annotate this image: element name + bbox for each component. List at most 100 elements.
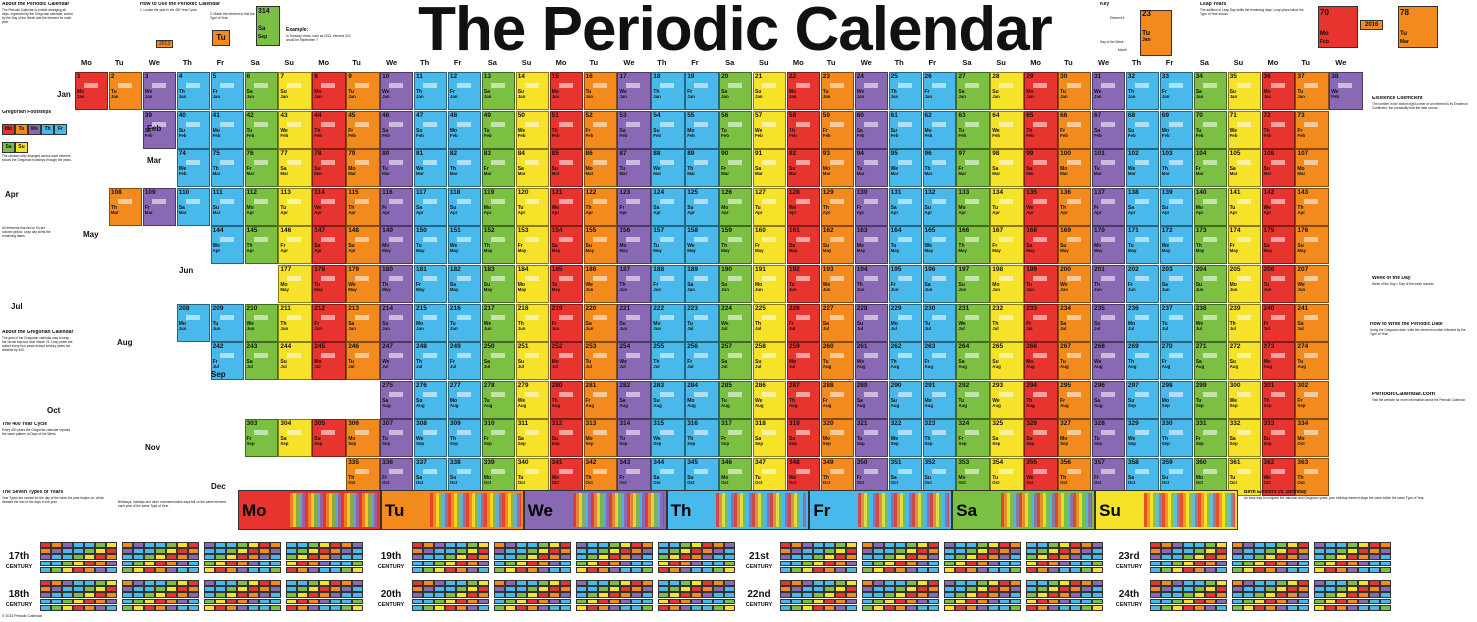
element-cell[interactable]: 325 Sa Sep [990, 419, 1024, 458]
element-cell[interactable]: 130 Fr Apr [854, 187, 889, 226]
element-cell[interactable]: 290 Su Aug [888, 380, 922, 419]
element-cell[interactable]: 3 We Jan [142, 72, 177, 110]
element-cell[interactable]: 83 Fr Mar [481, 149, 516, 188]
element-cell[interactable]: 104 Fr Mar [1193, 149, 1228, 188]
element-cell[interactable]: 329 We Sep [1125, 419, 1160, 458]
element-cell[interactable]: 212 Fr Jun [312, 303, 346, 342]
element-cell[interactable]: 63 Tu Feb [956, 110, 990, 149]
element-cell[interactable]: 167 Fr May [990, 226, 1024, 265]
element-cell[interactable]: 327 Mo Sep [1058, 419, 1092, 458]
element-cell[interactable]: 342 Th Oct [583, 458, 617, 496]
element-cell[interactable]: 215 Mo Jun [414, 303, 448, 342]
element-cell[interactable]: 271 Sa Aug [1193, 342, 1228, 381]
element-cell[interactable]: 273 Mo Aug [1261, 342, 1295, 381]
element-cell[interactable]: 302 Fr Sep [1295, 380, 1329, 419]
element-cell[interactable]: 108 Th Mar [108, 187, 143, 226]
element-cell[interactable]: 279 We Aug [515, 380, 550, 419]
element-cell[interactable]: 139 Su Apr [1159, 187, 1194, 226]
element-cell[interactable]: 50 We Feb [515, 110, 550, 149]
element-cell[interactable]: 117 Sa Apr [414, 187, 448, 226]
element-cell[interactable]: 264 Sa Aug [956, 342, 990, 381]
element-cell[interactable]: 303 Fr Sep [244, 419, 278, 458]
element-cell[interactable]: 116 Fr Apr [380, 187, 414, 226]
element-cell[interactable]: 204 Su Jun [1193, 265, 1228, 303]
element-cell[interactable]: 164 Tu May [888, 226, 922, 265]
element-cell[interactable]: 343 Fr Oct [617, 458, 651, 496]
element-cell[interactable]: 31 We Jan [1092, 72, 1126, 110]
element-cell[interactable]: 13 Sa Jan [481, 72, 516, 110]
element-cell[interactable]: 308 We Sep [414, 419, 448, 458]
element-cell[interactable]: 306 Mo Sep [346, 419, 380, 458]
element-cell[interactable]: 59 Fr Feb [820, 110, 855, 149]
element-cell[interactable]: 356 Th Oct [1058, 458, 1092, 496]
element-cell[interactable]: 283 Su Aug [651, 380, 685, 419]
element-cell[interactable]: 77 Sa Mar [278, 149, 312, 188]
element-cell[interactable]: 146 Fr Apr [278, 226, 312, 265]
element-cell[interactable]: 95 We Mar [888, 149, 922, 188]
year-type-segment[interactable]: Fr [809, 490, 953, 530]
element-cell[interactable]: 318 Sa Sep [753, 419, 787, 458]
element-cell[interactable]: 341 We Oct [549, 458, 583, 496]
element-cell[interactable]: 41 Mo Feb [210, 110, 244, 149]
element-cell[interactable]: 93 Mo Mar [820, 149, 855, 188]
element-cell[interactable]: 289 Sa Aug [854, 380, 889, 419]
element-cell[interactable]: 179 We May [346, 265, 380, 303]
element-cell[interactable]: 138 Sa Apr [1125, 187, 1160, 226]
element-cell[interactable]: 28 Su Jan [990, 72, 1024, 110]
element-cell[interactable]: 352 Su Oct [922, 458, 956, 496]
element-cell[interactable]: 17 We Jan [617, 72, 651, 110]
element-cell[interactable]: 49 Tu Feb [481, 110, 516, 149]
element-cell[interactable]: 65 Th Feb [1024, 110, 1058, 149]
element-cell[interactable]: 206 Tu Jun [1261, 265, 1295, 303]
element-cell[interactable]: 131 Sa Apr [888, 187, 922, 226]
element-cell[interactable]: 80 Tu Mar [380, 149, 414, 188]
element-cell[interactable]: 175 Sa May [1261, 226, 1295, 265]
element-cell[interactable]: 111 Su Mar [210, 187, 244, 226]
element-cell[interactable]: 33 Fr Jan [1159, 72, 1194, 110]
element-cell[interactable]: 60 Sa Feb [854, 110, 889, 149]
element-cell[interactable]: 260 Tu Aug [820, 342, 855, 381]
url-link[interactable]: PeriodicCalendar.com [1372, 392, 1436, 397]
element-cell[interactable]: 255 Th Jul [651, 342, 685, 381]
element-cell[interactable]: 195 Fr Jun [888, 265, 922, 303]
element-cell[interactable]: 7 Su Jan [278, 72, 312, 110]
element-cell[interactable]: 270 Fr Aug [1159, 342, 1194, 381]
element-cell[interactable]: 75 Th Mar [210, 149, 244, 188]
element-cell[interactable]: 275 Sa Aug [380, 380, 414, 419]
element-cell[interactable]: 74 We Feb [176, 149, 211, 188]
element-cell[interactable]: 197 Su Jun [956, 265, 990, 303]
element-cell[interactable]: 48 Mo Feb [447, 110, 482, 149]
element-cell[interactable]: 184 Mo May [515, 265, 550, 303]
element-cell[interactable]: 239 Th Jul [1227, 303, 1261, 342]
element-cell[interactable]: 6 Sa Jan [244, 72, 278, 110]
element-cell[interactable]: 251 Su Jul [515, 342, 550, 381]
element-cell[interactable]: 76 Fr Mar [244, 149, 278, 188]
element-cell[interactable]: 51 Th Feb [549, 110, 583, 149]
element-cell[interactable]: 141 Tu Apr [1227, 187, 1261, 226]
element-cell[interactable]: 22 Mo Jan [786, 72, 821, 110]
element-cell[interactable]: 295 Fr Aug [1058, 380, 1092, 419]
element-cell[interactable]: 320 Mo Sep [820, 419, 855, 458]
element-cell[interactable]: 235 Su Jul [1092, 303, 1126, 342]
element-cell[interactable]: 137 Fr Apr [1092, 187, 1126, 226]
element-cell[interactable]: 88 We Mar [651, 149, 685, 188]
element-cell[interactable]: 166 Th May [956, 226, 990, 265]
year-type-segment[interactable]: Mo [238, 490, 381, 530]
element-cell[interactable]: 191 Mo Jun [753, 265, 787, 303]
element-cell[interactable]: 135 We Apr [1024, 187, 1058, 226]
element-cell[interactable]: 52 Fr Feb [583, 110, 617, 149]
element-cell[interactable]: 152 Th May [481, 226, 516, 265]
element-cell[interactable]: 176 Su May [1295, 226, 1329, 265]
element-cell[interactable]: 43 We Feb [278, 110, 312, 149]
element-cell[interactable]: 178 Tu May [312, 265, 346, 303]
element-cell[interactable]: 269 Th Aug [1125, 342, 1160, 381]
element-cell[interactable]: 312 Su Sep [549, 419, 583, 458]
element-cell[interactable]: 66 Fr Feb [1058, 110, 1092, 149]
element-cell[interactable]: 155 Su May [583, 226, 617, 265]
element-cell[interactable]: 165 We May [922, 226, 956, 265]
element-cell[interactable]: 70 Tu Feb [1193, 110, 1228, 149]
element-cell[interactable]: 68 Su Feb [1125, 110, 1160, 149]
element-cell[interactable]: 82 Th Mar [447, 149, 482, 188]
element-cell[interactable]: 36 Mo Jan [1261, 72, 1295, 110]
element-cell[interactable]: 150 Tu May [414, 226, 448, 265]
